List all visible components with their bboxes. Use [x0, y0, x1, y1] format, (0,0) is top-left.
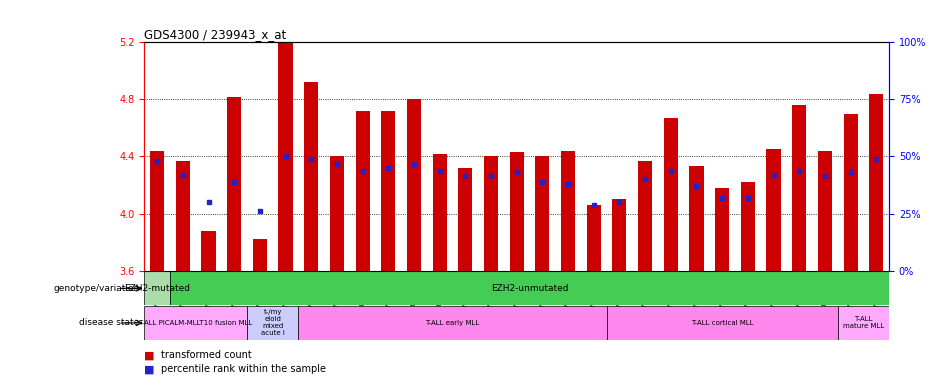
Bar	[838, 306, 889, 340]
Bar	[356, 111, 370, 271]
Bar	[278, 40, 292, 271]
Bar	[176, 161, 190, 271]
Bar	[484, 157, 498, 271]
Bar	[870, 94, 884, 271]
Text: EZH2-unmutated: EZH2-unmutated	[491, 284, 568, 293]
Bar	[535, 157, 549, 271]
Bar	[201, 231, 216, 271]
Text: percentile rank within the sample: percentile rank within the sample	[161, 364, 326, 374]
Bar	[843, 114, 857, 271]
Text: T-ALL early MLL: T-ALL early MLL	[425, 320, 479, 326]
Text: disease state: disease state	[79, 318, 140, 328]
Bar	[330, 157, 344, 271]
Bar	[304, 82, 318, 271]
Bar	[817, 151, 832, 271]
Text: ■: ■	[144, 350, 158, 360]
Bar	[299, 306, 607, 340]
Bar	[792, 105, 806, 271]
Bar	[741, 182, 755, 271]
Text: genotype/variation: genotype/variation	[53, 284, 140, 293]
Text: ■: ■	[144, 364, 158, 374]
Bar	[247, 306, 299, 340]
Bar	[664, 118, 678, 271]
Text: t-/my
eloid
mixed
acute l: t-/my eloid mixed acute l	[261, 310, 285, 336]
Bar	[407, 99, 421, 271]
Bar	[227, 96, 241, 271]
Text: GDS4300 / 239943_x_at: GDS4300 / 239943_x_at	[144, 28, 287, 41]
Bar	[638, 161, 653, 271]
Text: T-ALL PICALM-MLLT10 fusion MLL: T-ALL PICALM-MLLT10 fusion MLL	[139, 320, 253, 326]
Bar	[253, 239, 267, 271]
Bar	[433, 154, 447, 271]
Bar	[607, 306, 838, 340]
Bar	[509, 152, 524, 271]
Text: T-ALL cortical MLL: T-ALL cortical MLL	[691, 320, 753, 326]
Bar	[150, 151, 164, 271]
Bar	[144, 306, 247, 340]
Bar	[715, 188, 729, 271]
Bar	[587, 205, 600, 271]
Text: T-ALL
mature MLL: T-ALL mature MLL	[843, 316, 884, 329]
Bar	[458, 168, 472, 271]
Text: transformed count: transformed count	[161, 350, 251, 360]
Bar	[381, 111, 396, 271]
Bar	[144, 271, 170, 305]
Text: EZH2-mutated: EZH2-mutated	[124, 284, 190, 293]
Bar	[561, 151, 575, 271]
Bar	[613, 199, 627, 271]
Bar	[766, 149, 780, 271]
Bar	[690, 167, 704, 271]
